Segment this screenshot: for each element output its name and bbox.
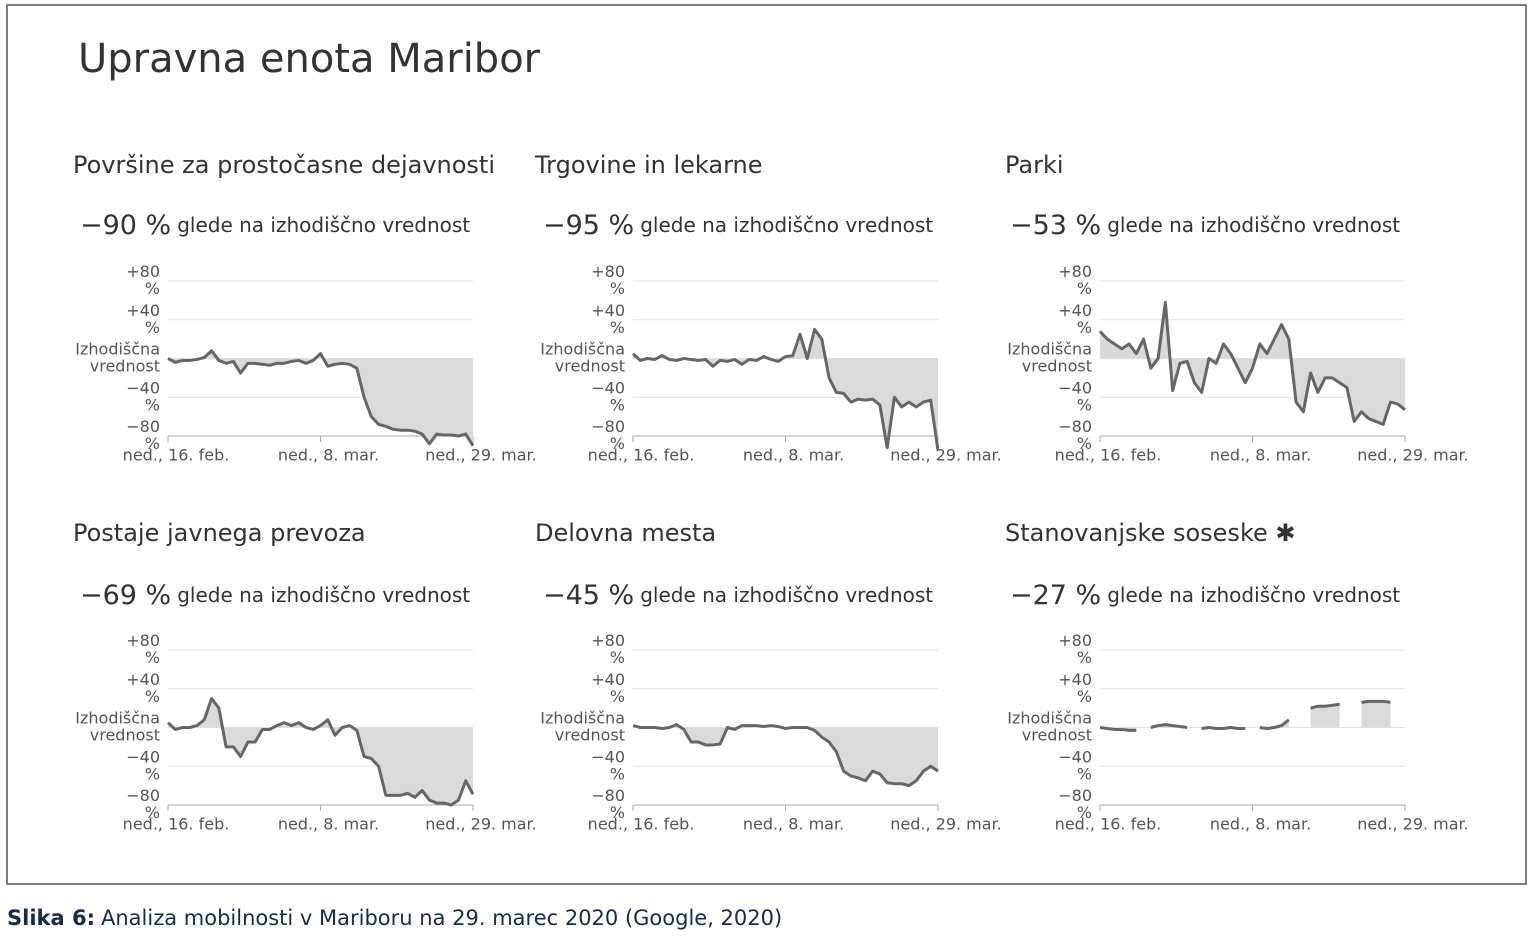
x-tick-label: ned., 16. feb.: [123, 815, 230, 834]
y-tick-label: +40%: [126, 669, 160, 705]
summary-value: −27 %: [1010, 580, 1101, 611]
data-line: [1259, 718, 1290, 730]
x-tick-label: ned., 29. mar.: [1357, 446, 1469, 465]
x-tick-label: ned., 29. mar.: [1357, 815, 1469, 834]
summary: −53 % glede na izhodiščno vrednost: [1010, 210, 1400, 241]
data-line: [1310, 702, 1340, 710]
x-tick-label: ned., 8. mar.: [743, 815, 844, 834]
y-tick-label: +40%: [1058, 300, 1092, 336]
panel-title: Trgovine in lekarne: [534, 151, 763, 179]
area-fill: [1361, 701, 1391, 728]
summary-value: −90 %: [80, 210, 171, 241]
data-line: [1361, 699, 1391, 704]
y-tick-label: Izhodiščna vrednost: [75, 339, 160, 375]
summary: −90 % glede na izhodiščno vrednost: [80, 210, 470, 241]
figure-title: Upravna enota Maribor: [78, 36, 541, 82]
x-tick-label: ned., 8. mar.: [278, 815, 379, 834]
summary: −27 % glede na izhodiščno vrednost: [1010, 580, 1400, 611]
y-tick-label: +40%: [591, 669, 625, 705]
data-line: [167, 349, 475, 447]
x-tick-label: ned., 8. mar.: [1210, 446, 1311, 465]
y-tick-label: −80%: [1058, 786, 1092, 822]
summary-value: −69 %: [80, 580, 171, 611]
y-tick-label: +80%: [1058, 631, 1092, 667]
data-line: [1150, 723, 1188, 729]
x-tick-label: ned., 8. mar.: [743, 446, 844, 465]
y-tick-label: −80%: [1058, 417, 1092, 453]
x-tick-label: ned., 29. mar.: [890, 815, 1002, 834]
y-tick-label: −40%: [1058, 378, 1092, 414]
y-tick-label: +80%: [1058, 262, 1092, 298]
summary: −69 % glede na izhodiščno vrednost: [80, 580, 470, 611]
y-tick-label: +80%: [126, 262, 160, 298]
area-fill: [168, 350, 473, 446]
summary-value: −45 %: [543, 580, 634, 611]
y-tick-label: +40%: [591, 300, 625, 336]
y-tick-label: Izhodiščna vrednost: [1007, 339, 1092, 375]
data-line: [1201, 726, 1246, 730]
y-tick-label: Izhodiščna vrednost: [540, 339, 625, 375]
summary: −45 % glede na izhodiščno vrednost: [543, 580, 933, 611]
y-tick-label: −40%: [1058, 747, 1092, 783]
data-line: [166, 696, 475, 807]
summary-text: glede na izhodiščno vrednost: [1107, 583, 1400, 607]
y-tick-label: +80%: [591, 631, 625, 667]
x-tick-label: ned., 29. mar.: [890, 446, 1002, 465]
y-tick-label: +80%: [126, 631, 160, 667]
area-fill: [168, 698, 473, 805]
y-tick-label: Izhodiščna vrednost: [1007, 708, 1092, 744]
data-line: [632, 723, 939, 788]
summary-text: glede na izhodiščno vrednost: [177, 213, 470, 237]
summary-value: −95 %: [543, 210, 634, 241]
data-line: [1099, 726, 1137, 732]
data-line: [631, 327, 940, 451]
area-fill: [633, 724, 938, 786]
y-tick-label: −80%: [126, 786, 160, 822]
y-tick-label: −40%: [591, 747, 625, 783]
caption-text: Analiza mobilnosti v Mariboru na 29. mar…: [101, 906, 782, 930]
y-tick-label: Izhodiščna vrednost: [75, 708, 160, 744]
x-tick-label: ned., 16. feb.: [1055, 815, 1162, 834]
y-tick-label: −80%: [591, 786, 625, 822]
y-tick-label: −40%: [126, 378, 160, 414]
x-tick-label: ned., 16. feb.: [1055, 446, 1162, 465]
panel-title: Delovna mesta: [535, 519, 716, 547]
area-fill: [1310, 704, 1340, 728]
x-tick-label: ned., 8. mar.: [278, 446, 379, 465]
data-line: [1098, 300, 1406, 426]
caption-label: Slika 6:: [7, 906, 95, 930]
x-tick-label: ned., 16. feb.: [588, 446, 695, 465]
frame: [6, 4, 1527, 885]
summary: −95 % glede na izhodiščno vrednost: [543, 210, 933, 241]
y-tick-label: +40%: [126, 300, 160, 336]
x-tick-label: ned., 29. mar.: [425, 815, 537, 834]
summary-text: glede na izhodiščno vrednost: [640, 213, 933, 237]
panel-title: Površine za prostočasne dejavnosti: [73, 151, 495, 179]
panel-title: Stanovanjske soseske ✱: [1005, 519, 1295, 547]
caption: Slika 6: Analiza mobilnosti v Mariboru na…: [7, 906, 782, 930]
x-tick-label: ned., 16. feb.: [123, 446, 230, 465]
summary-text: glede na izhodiščno vrednost: [177, 583, 470, 607]
summary-text: glede na izhodiščno vrednost: [1107, 213, 1400, 237]
summary-text: glede na izhodiščno vrednost: [640, 583, 933, 607]
y-tick-label: +40%: [1058, 669, 1092, 705]
x-tick-label: ned., 16. feb.: [588, 815, 695, 834]
y-tick-label: −40%: [591, 378, 625, 414]
y-tick-label: −40%: [126, 747, 160, 783]
y-tick-label: Izhodiščna vrednost: [540, 708, 625, 744]
summary-value: −53 %: [1010, 210, 1101, 241]
x-tick-label: ned., 8. mar.: [1210, 815, 1311, 834]
area-fill: [633, 329, 938, 451]
y-tick-label: −80%: [591, 417, 625, 453]
panel-title: Parki: [1005, 151, 1064, 179]
panel-title: Postaje javnega prevoza: [73, 519, 366, 547]
x-tick-label: ned., 29. mar.: [425, 446, 537, 465]
y-tick-label: +80%: [591, 262, 625, 298]
y-tick-label: −80%: [126, 417, 160, 453]
